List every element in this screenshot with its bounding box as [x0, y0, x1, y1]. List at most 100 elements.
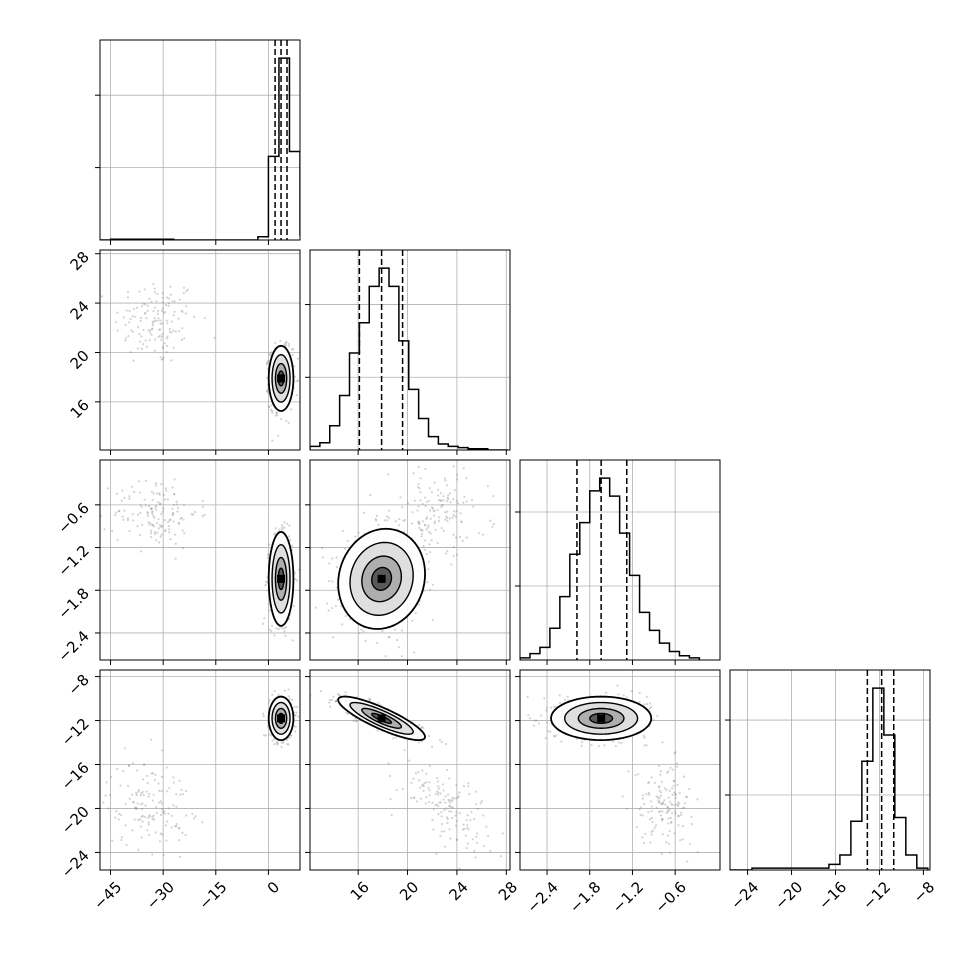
sample-point [424, 802, 427, 805]
sample-point [153, 530, 156, 534]
sample-point [132, 359, 135, 362]
sample-point [161, 292, 164, 295]
sample-point [425, 528, 428, 531]
sample-point [436, 780, 440, 783]
sample-point [473, 817, 476, 821]
sample-point [161, 807, 164, 811]
sample-point [156, 309, 160, 312]
sample-point [425, 772, 428, 775]
sample-point [448, 492, 451, 495]
marginal-panel-0 [95, 39, 301, 241]
sample-point [171, 300, 174, 303]
sample-point [425, 517, 428, 521]
sample-point [171, 486, 174, 489]
sample-point [674, 803, 677, 806]
sample-point [149, 522, 152, 525]
sample-point [144, 303, 147, 306]
sample-point [151, 322, 154, 325]
sample-point [126, 290, 130, 293]
sample-point [344, 691, 347, 694]
sample-point [346, 712, 349, 715]
sample-point [279, 339, 282, 342]
sample-point [115, 492, 118, 495]
sample-point [147, 795, 150, 798]
sample-point [152, 772, 155, 775]
sample-point [655, 806, 658, 809]
sample-point [191, 812, 194, 815]
sample-point [468, 792, 471, 796]
sample-point [671, 768, 674, 771]
sample-point [566, 695, 569, 698]
sample-point [402, 519, 405, 522]
sample-point [271, 411, 274, 414]
sample-point [172, 329, 175, 332]
sample-point [492, 523, 495, 526]
sample-point [170, 814, 174, 817]
sample-point [675, 762, 679, 765]
sample-point [392, 737, 395, 740]
sample-point [421, 529, 424, 532]
sample-point [147, 504, 151, 508]
sample-point [539, 714, 543, 717]
pair-panel-1-3 [309, 669, 511, 871]
sample-point [127, 321, 131, 324]
sample-point [458, 867, 461, 870]
sample-point [137, 480, 141, 483]
sample-point [666, 771, 669, 774]
pair-panel-2-3 [519, 669, 721, 871]
sample-point [134, 807, 138, 810]
sample-point [642, 841, 646, 845]
sample-point [383, 519, 387, 522]
sample-point [283, 342, 286, 346]
sample-point [428, 509, 432, 512]
sample-point [384, 654, 387, 658]
sample-point [145, 774, 149, 778]
sample-point [412, 472, 415, 475]
sample-point [683, 806, 686, 809]
sample-point [331, 580, 334, 583]
sample-point [645, 703, 649, 706]
sample-point [111, 839, 114, 842]
sample-point [448, 810, 451, 813]
sample-point [123, 496, 126, 499]
sample-point [448, 805, 451, 808]
sample-point [132, 307, 135, 311]
sample-point [150, 510, 154, 514]
sample-point [163, 812, 167, 815]
sample-point [143, 763, 146, 766]
sample-point [170, 331, 173, 334]
sample-point [172, 503, 176, 507]
sample-point [455, 838, 458, 841]
sample-point [270, 734, 273, 737]
sample-point [137, 848, 140, 851]
sample-point [294, 730, 297, 733]
sample-point [267, 359, 270, 362]
sample-point [157, 335, 160, 339]
sample-point [201, 499, 204, 502]
sample-point [140, 347, 143, 350]
sample-point [477, 532, 481, 535]
sample-point [580, 744, 583, 747]
sample-point [280, 745, 283, 749]
sample-point [486, 485, 489, 488]
sample-point [422, 789, 425, 792]
sample-point [427, 801, 431, 804]
sample-point [436, 508, 439, 512]
sample-point [153, 349, 157, 352]
sample-point [360, 628, 363, 631]
sample-point [168, 327, 171, 331]
sample-point [417, 771, 420, 774]
sample-point [281, 524, 284, 527]
sample-point [414, 611, 417, 615]
sample-point [170, 359, 173, 362]
sample-point [476, 841, 479, 844]
sample-point [177, 827, 180, 830]
sample-point [213, 336, 216, 339]
sample-point [273, 690, 276, 693]
sample-point [162, 853, 165, 857]
sample-point [449, 801, 452, 804]
sample-point [440, 811, 443, 814]
sample-point [665, 811, 668, 815]
sample-point [667, 796, 670, 799]
sample-point [670, 811, 674, 815]
